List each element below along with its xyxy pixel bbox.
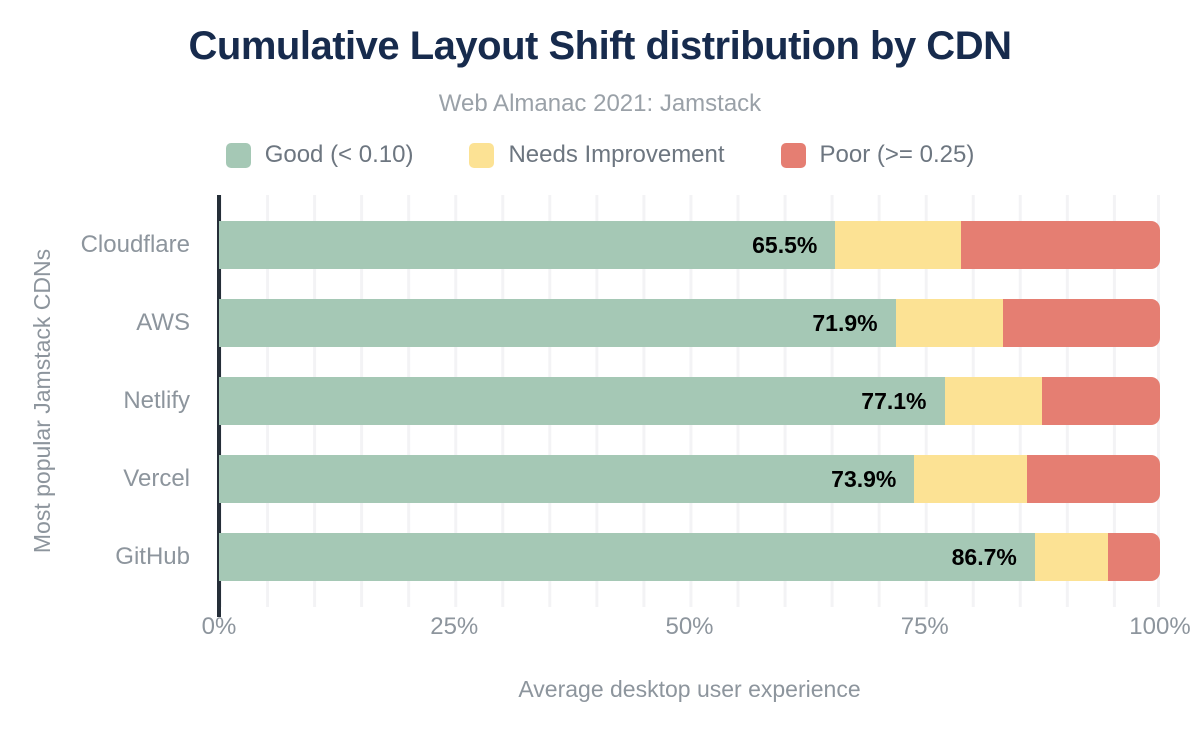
bar-segment-poor xyxy=(1027,455,1160,503)
legend-label-poor: Poor (>= 0.25) xyxy=(819,141,975,168)
category-label-cloudflare: Cloudflare xyxy=(80,231,190,258)
bar-segment-good: 65.5% xyxy=(219,221,836,269)
legend-item-poor: Poor (>= 0.25) xyxy=(780,141,975,169)
legend-item-needs_improvement: Needs Improvement xyxy=(469,141,725,169)
bar-row-aws: 71.9% xyxy=(219,299,1160,347)
bar-segment-needs_improvement xyxy=(944,377,1043,425)
x-axis-title: Average desktop user experience xyxy=(518,676,861,702)
chart-plot: 65.5% 71.9% 77.1% 73.9% 86.7% xyxy=(217,195,1160,617)
x-tick-label-50: 50% xyxy=(665,613,714,640)
x-tick-label-25: 25% xyxy=(430,613,479,640)
bar-segment-poor xyxy=(1002,299,1160,347)
category-label-aws: AWS xyxy=(136,309,190,336)
legend: Good (< 0.10) Needs Improvement Poor (>= 0… xyxy=(0,141,1200,169)
bar-segment-poor xyxy=(1108,533,1160,581)
page-subtitle: Web Almanac 2021: Jamstack xyxy=(438,90,762,117)
legend-label-good: Good (< 0.10) xyxy=(264,141,414,168)
category-label-github: GitHub xyxy=(115,543,190,570)
x-axis-ticks: 0% 25% 50% 75% 100% xyxy=(202,613,1191,643)
x-tick-label-0: 0% xyxy=(201,613,237,640)
bar-row-vercel: 73.9% xyxy=(219,455,1160,503)
bar-segment-needs_improvement xyxy=(895,299,1003,347)
bar-row-cloudflare: 65.5% xyxy=(219,221,1160,269)
bars-container: 65.5% 71.9% 77.1% 73.9% 86.7% xyxy=(219,195,1160,607)
bar-segment-poor xyxy=(1042,377,1160,425)
y-category-labels: Cloudflare AWS Netlify Vercel GitHub xyxy=(0,195,205,607)
legend-swatch-needs_improvement xyxy=(469,142,495,168)
bar-segment-good: 86.7% xyxy=(219,533,1035,581)
y-axis-title: Most popular Jamstack CDNs xyxy=(29,248,55,554)
legend-item-good: Good (< 0.10) xyxy=(225,141,414,169)
bar-segment-good: 77.1% xyxy=(219,377,945,425)
bar-segment-good: 73.9% xyxy=(219,455,915,503)
bar-value-label: 77.1% xyxy=(861,387,927,414)
category-label-vercel: Vercel xyxy=(123,465,190,492)
category-label-netlify: Netlify xyxy=(123,387,190,414)
bar-value-label: 86.7% xyxy=(951,543,1017,570)
legend-swatch-poor xyxy=(780,142,806,168)
page-title: Cumulative Layout Shift distribution by … xyxy=(188,24,1012,68)
bar-row-github: 86.7% xyxy=(219,533,1160,581)
bar-segment-needs_improvement xyxy=(835,221,962,269)
bar-segment-poor xyxy=(961,221,1160,269)
legend-label-needs_improvement: Needs Improvement xyxy=(508,141,725,168)
legend-swatch-good xyxy=(225,142,251,168)
bar-row-netlify: 77.1% xyxy=(219,377,1160,425)
bar-value-label: 65.5% xyxy=(752,231,818,258)
bar-value-label: 73.9% xyxy=(831,465,897,492)
bar-segment-needs_improvement xyxy=(1034,533,1109,581)
bar-segment-good: 71.9% xyxy=(219,299,896,347)
x-tick-label-75: 75% xyxy=(900,613,949,640)
bar-segment-needs_improvement xyxy=(914,455,1028,503)
x-tick-label-100: 100% xyxy=(1129,613,1191,640)
bar-value-label: 71.9% xyxy=(812,309,878,336)
